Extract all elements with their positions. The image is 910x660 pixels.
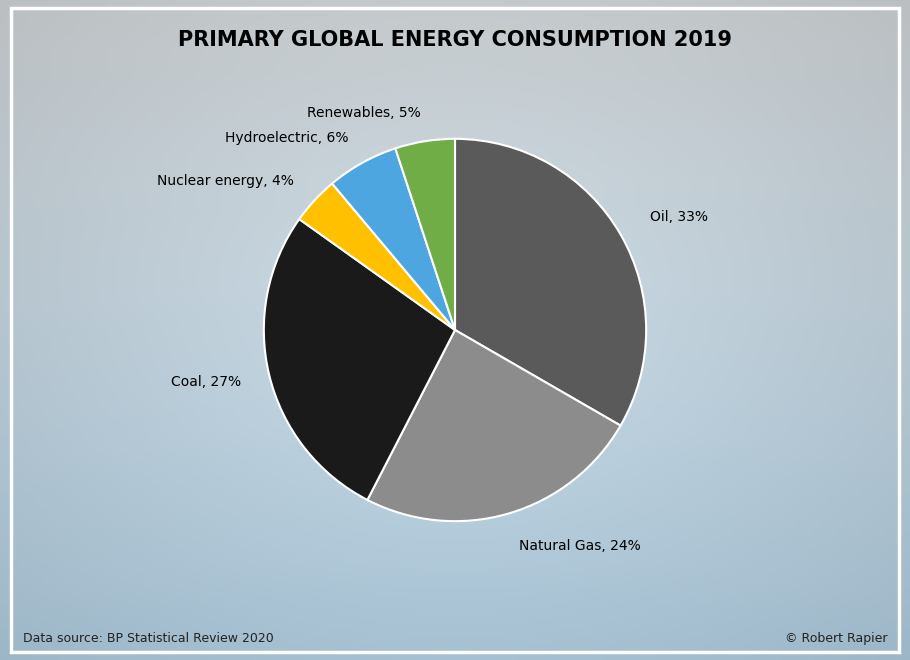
Wedge shape — [368, 330, 621, 521]
Wedge shape — [395, 139, 455, 330]
Text: Hydroelectric, 6%: Hydroelectric, 6% — [225, 131, 349, 145]
Wedge shape — [332, 148, 455, 330]
Text: Data source: BP Statistical Review 2020: Data source: BP Statistical Review 2020 — [23, 632, 274, 645]
Text: Renewables, 5%: Renewables, 5% — [307, 106, 420, 120]
Text: PRIMARY GLOBAL ENERGY CONSUMPTION 2019: PRIMARY GLOBAL ENERGY CONSUMPTION 2019 — [178, 30, 732, 50]
Text: Natural Gas, 24%: Natural Gas, 24% — [519, 539, 641, 554]
Text: Oil, 33%: Oil, 33% — [651, 210, 708, 224]
Wedge shape — [299, 183, 455, 330]
Wedge shape — [264, 219, 455, 500]
Text: Coal, 27%: Coal, 27% — [171, 375, 241, 389]
Text: © Robert Rapier: © Robert Rapier — [784, 632, 887, 645]
Text: Nuclear energy, 4%: Nuclear energy, 4% — [157, 174, 294, 188]
Wedge shape — [455, 139, 646, 426]
